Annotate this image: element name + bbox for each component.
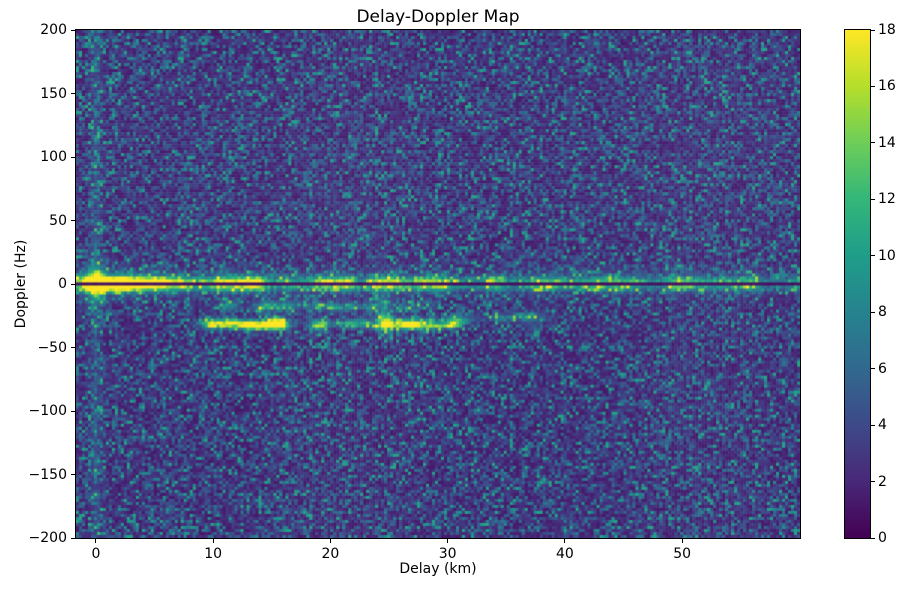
- y-tick-mark: [71, 347, 75, 348]
- colorbar-tick-mark: [871, 368, 875, 370]
- colorbar-tick-mark: [871, 198, 875, 200]
- y-tick-label: 150: [40, 85, 67, 102]
- y-tick-mark: [71, 156, 75, 158]
- x-tick-label: 40: [555, 546, 574, 562]
- x-tick-mark: [564, 539, 566, 543]
- y-tick-label: −150: [28, 466, 67, 483]
- colorbar-tick-mark: [871, 424, 875, 426]
- y-tick-mark: [71, 283, 75, 285]
- y-tick-label: 0: [58, 276, 67, 292]
- colorbar-canvas: [845, 30, 870, 538]
- colorbar-frame: [844, 29, 871, 539]
- colorbar-tick-mark: [871, 29, 875, 31]
- colorbar-tick-label: 2: [878, 473, 887, 490]
- colorbar-tick-label: 10: [878, 247, 896, 264]
- colorbar-tick-mark: [871, 142, 875, 144]
- y-tick-mark: [71, 537, 75, 539]
- x-tick-mark: [329, 539, 331, 543]
- colorbar-tick-label: 8: [878, 304, 887, 321]
- y-tick-mark: [71, 220, 75, 221]
- x-tick-label: 20: [321, 546, 340, 562]
- chart-title: Delay-Doppler Map: [356, 7, 520, 27]
- colorbar-tick-mark: [871, 481, 875, 483]
- y-tick-mark: [71, 474, 75, 475]
- colorbar-tick-label: 16: [878, 78, 896, 95]
- colorbar-tick-mark: [871, 311, 875, 313]
- y-tick-mark: [71, 29, 75, 31]
- y-tick-label: −100: [28, 403, 67, 419]
- x-tick-mark: [447, 539, 449, 543]
- colorbar-tick-label: 4: [878, 417, 887, 434]
- heatmap-canvas: [76, 30, 800, 538]
- colorbar-tick-label: 0: [878, 530, 887, 546]
- plot-frame: [75, 29, 801, 539]
- y-tick-mark: [71, 410, 75, 412]
- x-tick-label: 0: [91, 546, 101, 562]
- y-tick-label: 50: [49, 212, 67, 229]
- x-tick-label: 50: [673, 546, 692, 562]
- y-tick-label: 200: [40, 22, 67, 38]
- x-tick-mark: [681, 539, 683, 543]
- x-tick-mark: [212, 539, 214, 543]
- x-axis-label: Delay (km): [399, 561, 477, 577]
- x-tick-label: 10: [204, 546, 223, 562]
- colorbar-tick-mark: [871, 255, 875, 257]
- colorbar-tick-mark: [871, 85, 875, 87]
- x-tick-mark: [95, 539, 97, 543]
- y-tick-label: −50: [37, 339, 67, 356]
- colorbar-tick-label: 12: [878, 191, 896, 208]
- y-tick-mark: [71, 93, 75, 94]
- colorbar-tick-mark: [871, 537, 875, 539]
- colorbar-tick-label: 14: [878, 134, 896, 151]
- colorbar-tick-label: 6: [878, 360, 887, 377]
- colorbar-tick-label: 18: [878, 22, 896, 38]
- y-tick-label: 100: [40, 149, 67, 165]
- x-tick-label: 30: [438, 546, 457, 562]
- y-tick-label: −200: [28, 530, 67, 546]
